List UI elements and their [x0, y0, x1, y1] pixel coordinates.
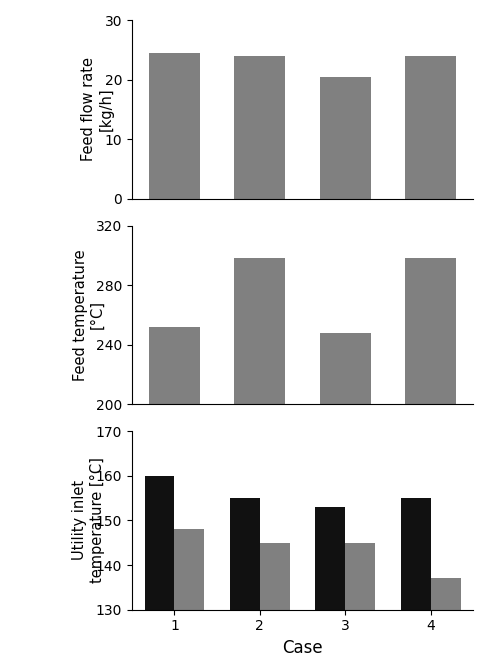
Bar: [405, 56, 456, 199]
Bar: [149, 53, 200, 199]
Bar: [346, 543, 375, 670]
Bar: [260, 543, 290, 670]
Bar: [234, 56, 285, 199]
Bar: [315, 507, 346, 670]
Y-axis label: Feed flow rate
[kg/h]: Feed flow rate [kg/h]: [81, 58, 114, 161]
Bar: [144, 476, 175, 670]
Bar: [230, 498, 260, 670]
Bar: [320, 76, 371, 199]
Bar: [175, 529, 204, 670]
X-axis label: Case: Case: [282, 639, 323, 657]
Y-axis label: Feed temperature
[°C]: Feed temperature [°C]: [73, 249, 105, 381]
Bar: [405, 259, 456, 670]
Bar: [401, 498, 431, 670]
Y-axis label: Utility inlet
temperature [°C]: Utility inlet temperature [°C]: [72, 458, 105, 584]
Bar: [431, 578, 461, 670]
Bar: [320, 333, 371, 670]
Bar: [149, 327, 200, 670]
Bar: [234, 259, 285, 670]
